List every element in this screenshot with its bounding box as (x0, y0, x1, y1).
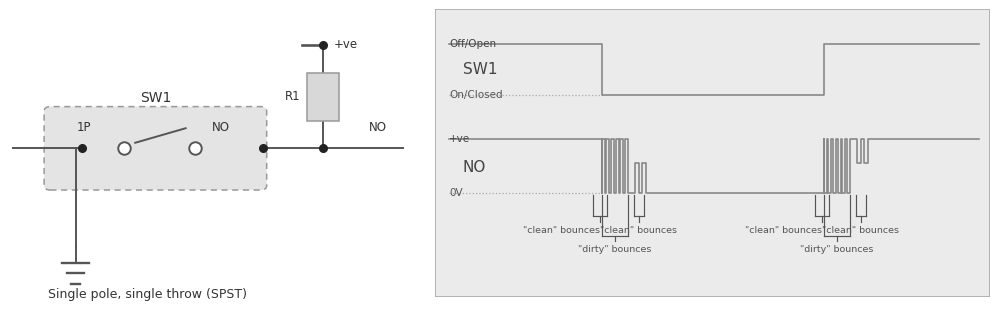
Text: +ve: +ve (334, 38, 358, 51)
Text: "clean" bounces: "clean" bounces (523, 226, 600, 235)
Text: 1P: 1P (77, 121, 91, 134)
Text: Off/Open: Off/Open (449, 39, 496, 49)
Text: SW1: SW1 (463, 62, 497, 77)
Text: NO: NO (463, 160, 486, 175)
Text: "clean" bounces: "clean" bounces (822, 226, 899, 235)
Text: 0V: 0V (449, 188, 462, 198)
Text: "dirty" bounces: "dirty" bounces (578, 245, 652, 254)
Text: On/Closed: On/Closed (449, 91, 503, 100)
Text: Single pole, single throw (SPST): Single pole, single throw (SPST) (48, 288, 246, 301)
Text: "dirty" bounces: "dirty" bounces (800, 245, 874, 254)
FancyBboxPatch shape (44, 107, 267, 190)
Bar (307, 73, 339, 121)
Text: SW1: SW1 (140, 91, 171, 105)
Text: +ve: +ve (449, 133, 470, 144)
Text: "clean" bounces: "clean" bounces (745, 226, 822, 235)
Text: "clean" bounces: "clean" bounces (600, 226, 677, 235)
Text: NO: NO (212, 121, 230, 134)
Text: R1: R1 (285, 90, 300, 103)
Text: NO: NO (369, 121, 387, 134)
